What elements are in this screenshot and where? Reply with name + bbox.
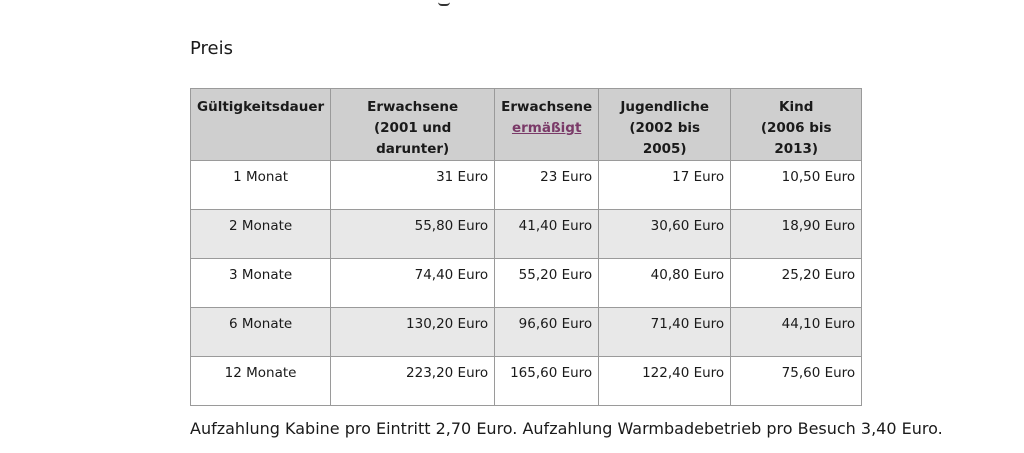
header-child: Kind (2006 bis 2013): [730, 88, 863, 161]
header-child-sublabel: (2006 bis 2013): [760, 120, 832, 157]
cell-adult-price: 31 Euro: [330, 160, 496, 210]
cell-duration: 1 Monat: [189, 160, 332, 210]
header-validity: Gültigkeitsdauer: [189, 88, 332, 161]
cell-duration: 2 Monate: [189, 209, 332, 259]
cell-adult-price: 55,80 Euro: [330, 209, 496, 259]
cell-reduced-price: 41,40 Euro: [494, 209, 600, 259]
cell-adult-price: 74,40 Euro: [330, 258, 496, 308]
cell-youth-price: 17 Euro: [598, 160, 732, 210]
cell-child-price: 75,60 Euro: [730, 356, 863, 406]
header-youth-sublabel: (2002 bis 2005): [629, 120, 701, 157]
header-adults-reduced: Erwachsene ermäßigt: [494, 88, 600, 161]
cell-reduced-price: 23 Euro: [494, 160, 600, 210]
header-adults-sublabel: (2001 und darunter): [373, 120, 452, 157]
table-row: 2 Monate 55,80 Euro 41,40 Euro 30,60 Eur…: [189, 209, 863, 259]
reduced-link[interactable]: ermäßigt: [511, 120, 582, 136]
header-adults-label: Erwachsene: [367, 99, 459, 115]
cell-adult-price: 223,20 Euro: [330, 356, 496, 406]
section-heading: Preis: [190, 38, 233, 59]
cropped-text-fragment: [438, 0, 450, 6]
header-adults: Erwachsene (2001 und darunter): [330, 88, 496, 161]
header-child-label: Kind: [779, 99, 814, 115]
cell-youth-price: 30,60 Euro: [598, 209, 732, 259]
table-row: 6 Monate 130,20 Euro 96,60 Euro 71,40 Eu…: [189, 307, 863, 357]
cell-child-price: 44,10 Euro: [730, 307, 863, 357]
header-youth: Jugendliche (2002 bis 2005): [598, 88, 732, 161]
table-row: 3 Monate 74,40 Euro 55,20 Euro 40,80 Eur…: [189, 258, 863, 308]
table-row: 12 Monate 223,20 Euro 165,60 Euro 122,40…: [189, 356, 863, 406]
cell-child-price: 25,20 Euro: [730, 258, 863, 308]
cell-duration: 3 Monate: [189, 258, 332, 308]
cell-youth-price: 40,80 Euro: [598, 258, 732, 308]
table-header-row: Gültigkeitsdauer Erwachsene (2001 und da…: [189, 88, 863, 161]
header-validity-label: Gültigkeitsdauer: [197, 99, 325, 115]
cell-reduced-price: 55,20 Euro: [494, 258, 600, 308]
cell-duration: 12 Monate: [189, 356, 332, 406]
cell-youth-price: 71,40 Euro: [598, 307, 732, 357]
cell-adult-price: 130,20 Euro: [330, 307, 496, 357]
surcharge-note: Aufzahlung Kabine pro Eintritt 2,70 Euro…: [190, 419, 943, 438]
cell-youth-price: 122,40 Euro: [598, 356, 732, 406]
cell-child-price: 10,50 Euro: [730, 160, 863, 210]
cell-reduced-price: 96,60 Euro: [494, 307, 600, 357]
cell-duration: 6 Monate: [189, 307, 332, 357]
header-youth-label: Jugendliche: [620, 99, 710, 115]
price-table: Gültigkeitsdauer Erwachsene (2001 und da…: [189, 88, 863, 406]
table-row: 1 Monat 31 Euro 23 Euro 17 Euro 10,50 Eu…: [189, 160, 863, 210]
cell-reduced-price: 165,60 Euro: [494, 356, 600, 406]
cell-child-price: 18,90 Euro: [730, 209, 863, 259]
header-adults-reduced-label: Erwachsene: [501, 99, 593, 115]
